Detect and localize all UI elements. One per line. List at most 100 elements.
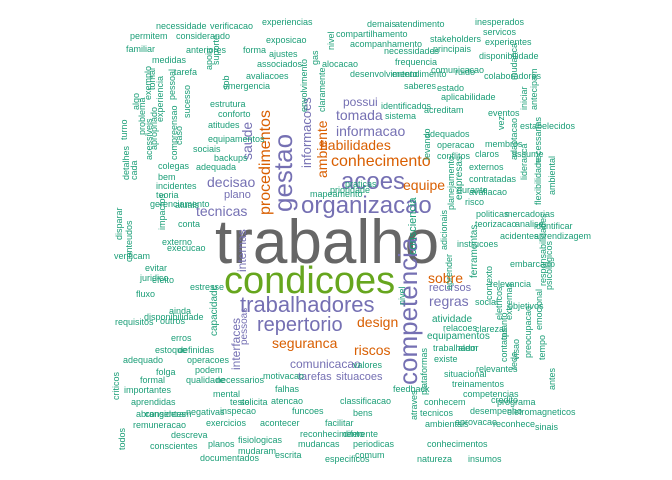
word-small: experiencias: [262, 17, 313, 27]
word-small: sucesso: [182, 84, 192, 118]
word-riscos: riscos: [354, 342, 391, 358]
word-small: lideranca: [519, 143, 529, 180]
word-small: associados: [257, 59, 303, 69]
word-small: mudaram: [238, 446, 277, 456]
word-procedimentos: procedimentos: [257, 110, 274, 215]
word-condicoes: condicoes: [224, 260, 396, 302]
word-small: atuais: [175, 200, 200, 210]
word-plano: plano: [224, 189, 251, 201]
word-small: motivacao: [263, 371, 305, 381]
word-small: embarcado: [510, 259, 556, 269]
word-small: desempenho: [470, 406, 523, 416]
word-small: atendimento: [395, 19, 445, 29]
word-small: falhas: [275, 384, 300, 394]
word-small: tomar: [147, 66, 157, 90]
word-small: relevantes: [476, 364, 518, 374]
word-small: inspecao: [220, 406, 257, 416]
word-small: forma: [243, 45, 267, 55]
word-seguranca: seguranca: [272, 335, 338, 351]
word-small: mental: [213, 389, 241, 399]
word-small: suporte: [211, 34, 221, 65]
word-small: social: [475, 297, 499, 307]
word-small: alem: [458, 343, 478, 353]
word-competencia: competencia: [393, 237, 423, 385]
word-small: medidas: [152, 55, 187, 65]
word-comunicacao: comunicacao: [290, 357, 361, 371]
word-small: ajustes: [269, 49, 298, 59]
word-small: extremas: [504, 282, 514, 320]
word-small: exposicao: [266, 35, 307, 45]
word-small: bens: [353, 408, 373, 418]
word-trabalhadores: trabalhadores: [240, 292, 375, 317]
word-small: evitar: [145, 263, 168, 273]
word-small: podem: [195, 365, 223, 375]
word-small: identificados: [381, 101, 432, 111]
word-small: mudancas: [298, 439, 340, 449]
word-small: trabalhador: [433, 343, 479, 353]
word-small: contexto: [484, 265, 494, 300]
word-small: adequado: [123, 355, 164, 365]
word-equipe: equipe: [403, 177, 446, 193]
word-small: programa: [497, 397, 536, 407]
word-small: gas: [310, 50, 320, 65]
word-small: envolvimento: [299, 58, 309, 112]
word-small: situacional: [444, 369, 487, 379]
word-possui: possui: [343, 95, 378, 109]
word-small: disparar: [114, 207, 124, 240]
word-small: aprovacao: [455, 417, 498, 427]
word-small: reconhece: [493, 419, 536, 429]
word-design: design: [357, 314, 399, 330]
word-small: funcoes: [292, 406, 324, 416]
word-small: diferente: [343, 429, 379, 439]
word-small: sistema: [385, 111, 417, 121]
word-sobre: sobre: [428, 270, 464, 286]
word-small: operacoes: [187, 355, 230, 365]
word-regras: regras: [429, 293, 469, 309]
word-small: sob: [221, 75, 231, 90]
word-small: flexibilidade: [533, 157, 543, 205]
word-small: verificam: [114, 251, 151, 261]
word-trabalho: trabalho: [215, 208, 440, 277]
word-small: acompanhamento: [350, 39, 423, 49]
word-small: avaliacao: [469, 187, 508, 197]
word-small: desenvolvimento: [350, 69, 418, 79]
word-conhecimento: conhecimento: [331, 153, 431, 170]
word-small: tecnicos: [420, 408, 454, 418]
word-small: operacao: [437, 140, 475, 150]
word-small: stakeholders: [430, 34, 482, 44]
word-small: efeito: [152, 275, 175, 285]
word-small: estoque: [155, 345, 188, 355]
word-small: conhecem: [424, 397, 466, 407]
word-organizacao: organizacao: [301, 192, 432, 219]
word-small: estresse: [190, 282, 225, 292]
word-situacoes: situacoes: [336, 371, 383, 383]
word-tarefas: tarefas: [298, 371, 332, 383]
word-small: folga: [156, 367, 176, 377]
word-small: saberes: [404, 81, 437, 91]
word-small: atencao: [271, 396, 304, 406]
word-small: experientes: [485, 37, 532, 47]
word-small: considerando: [176, 31, 231, 41]
word-small: negativas: [186, 407, 225, 417]
word-small: estrutura: [210, 99, 246, 109]
word-small: risco: [465, 197, 485, 207]
word-small: comunicacao: [431, 65, 485, 75]
word-small: estado: [437, 83, 465, 93]
word-small: facilitar: [325, 418, 354, 428]
word-small: reconhecimento: [300, 429, 365, 439]
word-small: sociais: [193, 144, 221, 154]
word-small: classificacao: [340, 396, 392, 406]
word-small: mercadorias: [505, 209, 555, 219]
word-small: nivel: [397, 286, 407, 305]
word-small: adicionais: [439, 209, 449, 250]
word-small: turno: [119, 119, 129, 140]
word-small: competencias: [463, 389, 519, 399]
word-small: existe: [434, 354, 458, 364]
word-small: teoria: [156, 190, 179, 200]
word-small: planejamento: [446, 155, 456, 210]
word-recursos: recursos: [429, 282, 472, 294]
word-small: exercicios: [206, 418, 247, 428]
word-small: escrita: [275, 450, 302, 460]
word-small: anteriores: [186, 45, 227, 55]
